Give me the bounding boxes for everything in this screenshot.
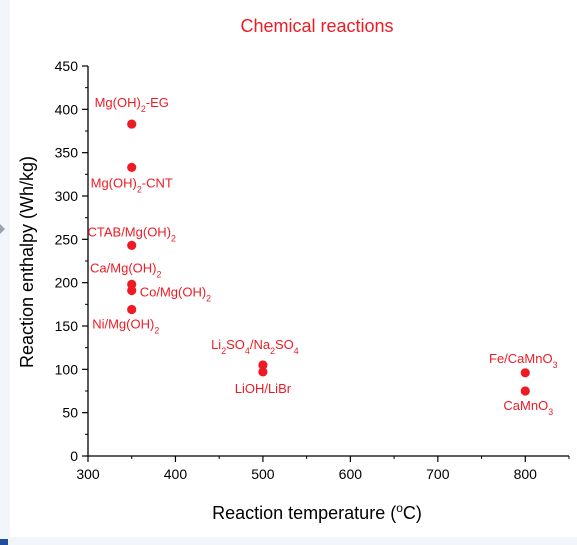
data-point (127, 285, 137, 296)
x-tick-label: 500 (251, 466, 275, 482)
chart-title: Chemical reactions (240, 16, 393, 36)
data-label: Fe/CaMnO3 (489, 351, 558, 370)
collapse-arrow-icon[interactable] (0, 224, 5, 234)
y-tick-label: 100 (55, 361, 79, 377)
data-label: CaMnO3 (503, 398, 553, 417)
data-label: Mg(OH)2-CNT (91, 175, 173, 194)
left-panel-strip (0, 0, 10, 545)
data-labels: Mg(OH)2-EG Mg(OH)2-CNT CTAB/Mg(OH)2 Ca/Mg(O… (87, 95, 557, 417)
y-tick-label: 400 (55, 101, 79, 117)
data-label: Co/Mg(OH)2 (140, 284, 211, 303)
x-tick-label: 400 (164, 466, 188, 482)
bottom-accent-bar (0, 539, 8, 545)
data-label: CTAB/Mg(OH)2 (87, 224, 176, 243)
x-tick-label: 700 (426, 466, 450, 482)
bottom-panel-strip (0, 537, 577, 545)
data-point (258, 367, 268, 377)
y-tick-label: 350 (55, 145, 79, 161)
y-axis-label: Reaction enthalpy (Wh/kg) (17, 156, 37, 368)
axes: 300 400 500 600 700 800 0 50 100 150 200 250 300 350 4… (55, 58, 570, 482)
data-label: Li2SO4/Na2SO4 (211, 337, 299, 356)
data-point (127, 119, 137, 129)
data-label: Mg(OH)2-EG (95, 95, 169, 114)
x-tick-label: 800 (514, 466, 538, 482)
data-point (127, 304, 137, 315)
y-tick-label: 300 (55, 188, 79, 204)
y-tick-label: 250 (55, 231, 79, 247)
data-point (127, 162, 137, 172)
data-point (520, 368, 530, 378)
x-tick-label: 600 (339, 466, 363, 482)
x-tick-label: 300 (76, 466, 100, 482)
y-tick-label: 450 (55, 58, 79, 74)
y-tick-label: 0 (70, 448, 78, 464)
data-label: LiOH/LiBr (235, 381, 292, 396)
data-points (127, 119, 530, 396)
data-point (520, 386, 530, 396)
data-label: Ni/Mg(OH)2 (92, 317, 159, 336)
data-point (127, 240, 137, 250)
y-tick-label: 150 (55, 318, 79, 334)
data-label: Ca/Mg(OH)2 (90, 260, 161, 279)
data-point (258, 360, 268, 370)
y-tick-label: 200 (55, 275, 79, 291)
x-axis-label: Reaction temperature (oC) (212, 501, 422, 523)
y-tick-label: 50 (62, 405, 78, 421)
